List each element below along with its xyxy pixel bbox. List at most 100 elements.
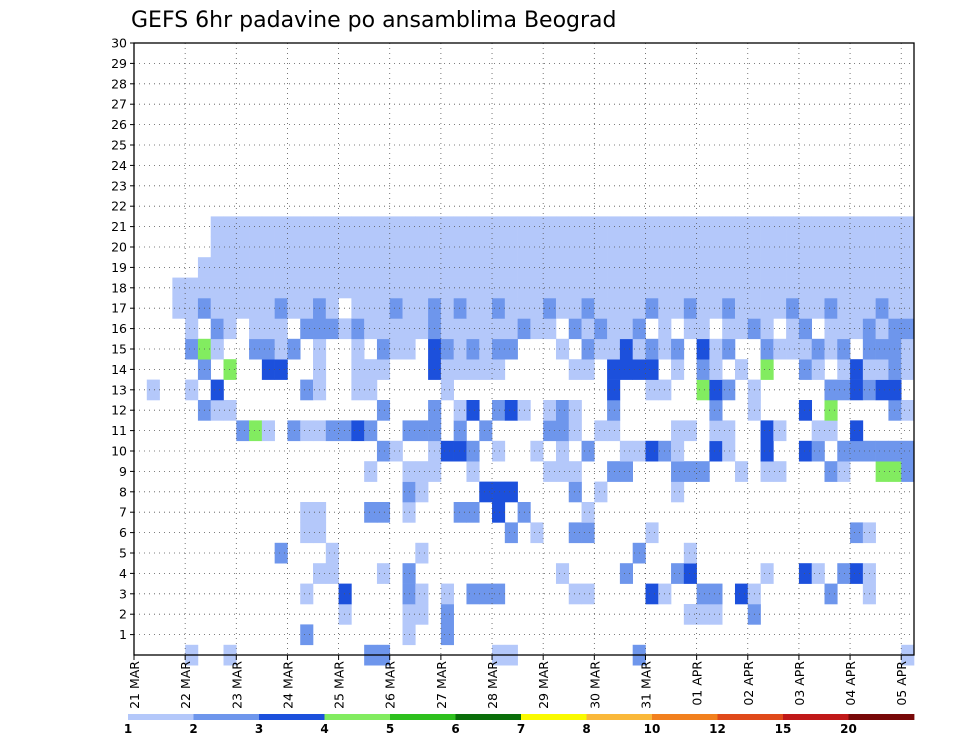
heatmap-cell (376, 563, 391, 584)
heatmap-cell (440, 604, 454, 625)
heatmap-cell (671, 481, 685, 503)
heatmap-cell (492, 277, 506, 299)
heatmap-cell (274, 277, 288, 299)
heatmap-cell (734, 318, 749, 340)
heatmap-cell (798, 298, 813, 319)
heatmap-cell (274, 257, 288, 278)
heatmap-cell (696, 257, 710, 278)
y-tick-label: 7 (119, 505, 127, 520)
colorbar-swatch (783, 714, 849, 720)
heatmap-cell (786, 257, 800, 278)
y-tick-label: 24 (111, 158, 127, 173)
heatmap-cell (223, 298, 237, 319)
heatmap-cell (645, 583, 659, 605)
heatmap-cell (683, 216, 697, 238)
heatmap-cell (837, 563, 851, 584)
heatmap-cell (479, 236, 493, 258)
heatmap-cell (555, 338, 570, 360)
heatmap-cell (568, 257, 582, 278)
heatmap-cell (453, 338, 467, 360)
heatmap-cell (338, 420, 352, 442)
heatmap-cell (504, 257, 518, 278)
colorbar-swatch (586, 714, 653, 720)
heatmap-cell (351, 338, 365, 360)
heatmap-cell (415, 461, 429, 482)
heatmap-cell (696, 604, 710, 625)
heatmap-cell (364, 236, 378, 258)
heatmap-cell (415, 542, 429, 564)
heatmap-cell (850, 379, 864, 401)
heatmap-cell (581, 359, 595, 380)
heatmap-cell (850, 563, 864, 584)
heatmap-cell (338, 604, 352, 625)
heatmap-cell (683, 257, 697, 278)
heatmap-cell (798, 440, 813, 462)
heatmap-cell (223, 318, 237, 340)
x-tick-label: 02 APR (741, 661, 756, 706)
x-tick-label: 28 MAR (485, 661, 500, 709)
heatmap-cell (287, 277, 301, 299)
x-tick-label: 23 MAR (229, 661, 244, 709)
heatmap-cell (901, 257, 915, 278)
heatmap-cell (671, 440, 685, 462)
heatmap-cell (415, 298, 429, 319)
heatmap-cell (223, 277, 237, 299)
y-tick-label: 11 (111, 423, 127, 438)
colorbar: 1 2 3 4 5 6 7 8 10 12 15 20 (124, 714, 915, 736)
heatmap-cell (530, 298, 544, 319)
heatmap-cell (901, 440, 915, 462)
colorbar-label: 12 (709, 722, 726, 736)
heatmap-cell (479, 338, 493, 360)
heatmap-cell (555, 277, 570, 299)
heatmap-cell (389, 236, 403, 258)
heatmap-cell (837, 440, 851, 462)
y-tick-label: 30 (111, 36, 127, 51)
heatmap-cell (236, 216, 250, 238)
heatmap-cell (440, 440, 454, 462)
heatmap-cell (555, 461, 570, 482)
heatmap-cell (760, 277, 774, 299)
heatmap-cell (734, 257, 749, 278)
heatmap-cell (261, 298, 275, 319)
heatmap-cell (709, 379, 723, 401)
heatmap-cell (683, 604, 697, 625)
heatmap-cell (607, 461, 621, 482)
heatmap-cell (236, 298, 250, 319)
heatmap-cell (811, 440, 825, 462)
x-tick-label: 03 APR (792, 661, 807, 706)
heatmap-cell (466, 502, 480, 523)
heatmap-cell (185, 318, 199, 340)
heatmap-cell (568, 277, 582, 299)
heatmap-cell (479, 277, 493, 299)
heatmap-cell (376, 236, 391, 258)
heatmap-cell (824, 400, 838, 421)
heatmap-cell (555, 216, 570, 238)
heatmap-cell (568, 236, 582, 258)
heatmap-cell (722, 338, 736, 360)
heatmap-cell (300, 277, 314, 299)
heatmap-cell (185, 277, 199, 299)
heatmap-cell (683, 318, 697, 340)
heatmap-cell (901, 216, 915, 238)
colorbar-swatch (848, 714, 915, 720)
y-tick-label: 22 (111, 199, 127, 214)
colorbar-swatch (259, 714, 325, 720)
heatmap-cell (415, 277, 429, 299)
colorbar-label: 8 (582, 722, 590, 736)
heatmap-cell (607, 277, 621, 299)
heatmap-cell (530, 318, 544, 340)
heatmap-cell (504, 277, 518, 299)
heatmap-cell (492, 502, 506, 523)
y-tick-label: 15 (111, 342, 127, 357)
x-tick-label: 05 APR (894, 661, 909, 706)
y-tick-label: 18 (111, 280, 127, 295)
heatmap-cell (683, 563, 697, 584)
heatmap-cell (492, 236, 506, 258)
heatmap-cell (210, 216, 224, 238)
heatmap-cell (798, 257, 813, 278)
heatmap-cell (594, 277, 608, 299)
heatmap-cell (440, 277, 454, 299)
heatmap-cell (300, 318, 314, 340)
heatmap-cell (619, 461, 633, 482)
heatmap-cell (172, 298, 186, 319)
